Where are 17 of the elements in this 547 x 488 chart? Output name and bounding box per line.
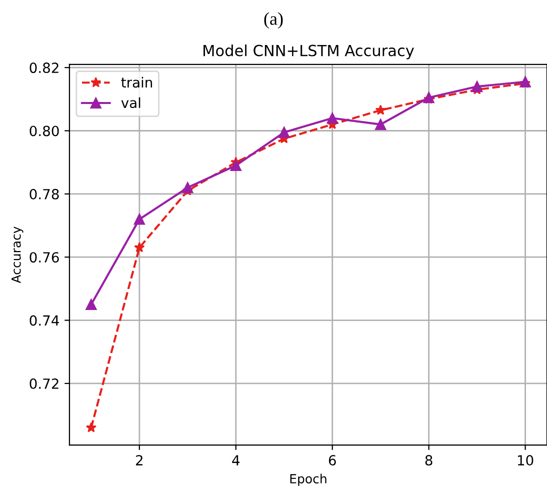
- y-tick-label: 0.78: [30, 188, 59, 200]
- x-tick-label: 8: [425, 455, 432, 466]
- x-tick-label: 6: [328, 455, 336, 466]
- x-tick-label: 4: [232, 455, 240, 466]
- x-tick-label: 2: [136, 455, 142, 466]
- chart-subtitle: (a): [264, 12, 283, 29]
- legend-label: val: [121, 97, 140, 108]
- y-tick-label: 0.80: [30, 126, 59, 136]
- y-tick-label: 0.76: [30, 252, 59, 263]
- x-tick-label: 10: [518, 455, 534, 466]
- y-axis-title: Accuracy: [12, 226, 24, 284]
- y-tick-label: 0.82: [30, 62, 58, 74]
- legend-label: train: [121, 76, 152, 88]
- chart-title: Model CNN+LSTM Accuracy: [204, 44, 414, 60]
- y-tick-label: 0.72: [30, 378, 58, 389]
- x-axis-title: Epoch: [290, 474, 326, 486]
- y-tick-label: 0.74: [30, 315, 59, 326]
